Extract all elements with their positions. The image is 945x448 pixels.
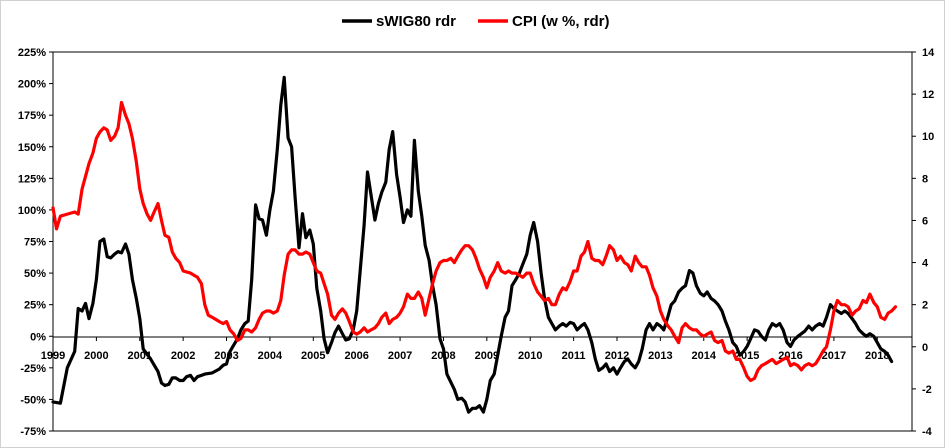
left-axis-tick-label: 0% <box>30 331 46 343</box>
x-axis-tick-label: 2007 <box>388 350 412 362</box>
right-axis-tick-label: 12 <box>922 89 934 101</box>
x-axis-tick-label: 2011 <box>562 350 586 362</box>
x-axis-tick-label: 2012 <box>605 350 629 362</box>
left-axis-tick-label: 150% <box>18 142 46 154</box>
x-axis-tick-label: 2006 <box>344 350 368 362</box>
left-axis-tick-label: 175% <box>18 110 46 122</box>
legend-label-cpi: CPI (w %, rdr) <box>512 13 610 30</box>
x-axis-tick-label: 2018 <box>865 350 889 362</box>
x-axis-tick-label: 2013 <box>648 350 672 362</box>
left-axis-tick-label: 50% <box>24 268 46 280</box>
left-axis-tick-label: 25% <box>24 300 46 312</box>
right-axis-tick-label: 4 <box>922 258 929 270</box>
x-axis-tick-label: 2009 <box>475 350 499 362</box>
series-layer <box>51 75 898 414</box>
left-axis-tick-label: 200% <box>18 79 46 91</box>
x-axis-tick-label: 2005 <box>301 350 325 362</box>
legend-label-swig80: sWIG80 rdr <box>376 13 456 30</box>
right-axis-tick-label: -4 <box>922 426 933 438</box>
left-axis-tick-label: 225% <box>18 47 46 59</box>
left-axis-tick-label: 100% <box>18 205 46 217</box>
right-axis-tick-label: 0 <box>922 342 928 354</box>
x-axis-tick-label: 2017 <box>822 350 846 362</box>
x-axis-tick-label: 2010 <box>518 350 542 362</box>
left-axis-tick-label: -75% <box>20 426 46 438</box>
x-axis-tick-label: 2003 <box>214 350 238 362</box>
x-axis-tick-label: 2002 <box>171 350 195 362</box>
x-axis-tick-label: 2014 <box>692 350 717 362</box>
right-axis-tick-label: 14 <box>922 47 935 59</box>
x-axis-tick-label: 1999 <box>41 350 65 362</box>
x-axis-tick-label: 2004 <box>258 350 283 362</box>
right-axis-tick-label: 2 <box>922 300 928 312</box>
right-axis-tick-label: 6 <box>922 215 928 227</box>
series-line-cpi <box>51 100 898 383</box>
left-axis-tick-label: -50% <box>20 394 46 406</box>
axes: -75% -50% -25% 0% 25% 50% 75% 100% 125% 150% 175% 2… <box>18 47 935 438</box>
left-axis-tick-label: 75% <box>24 237 46 249</box>
legend: sWIG80 rdr CPI (w %, rdr) <box>342 13 610 30</box>
right-axis-tick-label: 8 <box>922 173 928 185</box>
left-axis-tick-label: 125% <box>18 173 46 185</box>
series-line-swig80 <box>51 75 894 414</box>
x-axis-tick-label: 2000 <box>84 350 108 362</box>
left-axis-tick-label: -25% <box>20 363 46 375</box>
right-axis-tick-label: 10 <box>922 131 934 143</box>
right-axis-tick-label: -2 <box>922 384 932 396</box>
